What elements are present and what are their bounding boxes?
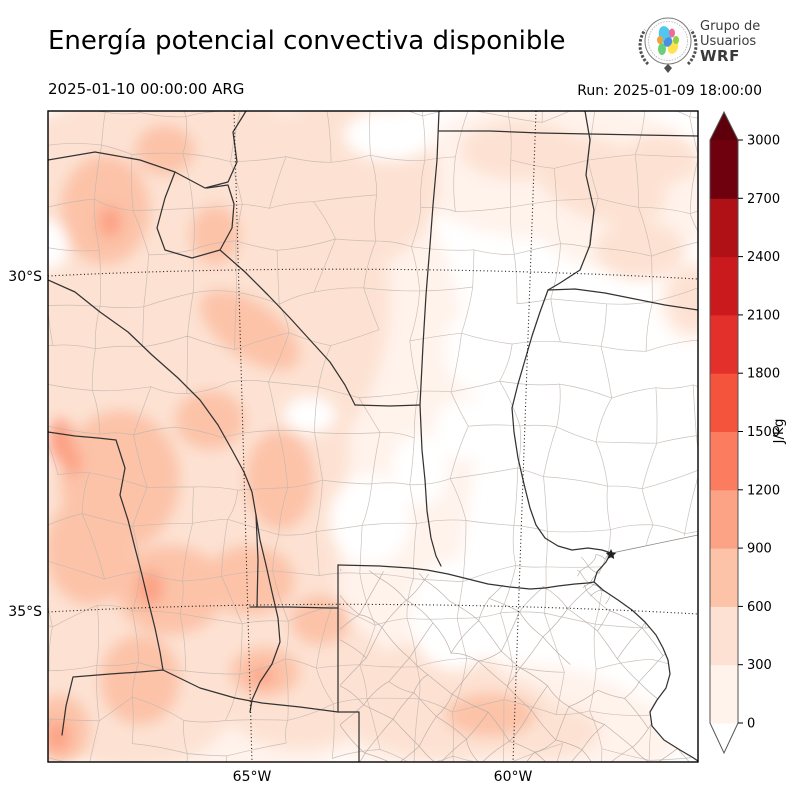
colorbar-tick-label: 300	[747, 658, 772, 673]
wrf-logo: Grupo de Usuarios WRF	[638, 8, 798, 80]
colorbar-tick-label: 2400	[747, 250, 780, 265]
colorbar-tick-label: 1500	[747, 425, 780, 440]
colorbar-tick-label: 2700	[747, 192, 780, 207]
colorbar-tick-label: 900	[747, 542, 772, 557]
lat-tick-label: 30°S	[8, 269, 42, 285]
logo-line-1: Grupo de	[700, 19, 761, 34]
rio-de-la-plata	[594, 533, 698, 760]
colorbar-tick-label: 600	[747, 600, 772, 615]
run-time-label: Run: 2025-01-09 18:00:00	[577, 83, 762, 99]
logo-line-3: WRF	[700, 47, 740, 65]
colorbar-unit-label: J/kg	[771, 419, 787, 445]
lat-tick-label: 35°S	[8, 604, 42, 620]
department-boundaries	[48, 111, 698, 762]
colorbar-tick-label: 1800	[747, 367, 780, 382]
lon-tick-label: 60°W	[494, 769, 533, 785]
page-title: Energía potencial convectiva disponible	[48, 26, 566, 56]
province-boundaries	[48, 111, 698, 762]
valid-time-label: 2025-01-10 00:00:00 ARG	[48, 80, 245, 98]
colorbar-tick-label: 1200	[747, 483, 780, 498]
wrf-globe-icon	[638, 17, 698, 73]
map-frame	[47, 110, 699, 763]
colorbar: 30002700240021001800150012009006003000J/…	[709, 110, 787, 755]
lon-tick-label: 65°W	[233, 769, 272, 785]
buenos-aires-city-marker	[605, 549, 617, 559]
buenos-aires-departments	[340, 569, 698, 762]
colorbar-tick-label: 3000	[747, 134, 780, 149]
graticule	[48, 111, 698, 762]
colorbar-tick-label: 2100	[747, 308, 780, 323]
colorbar-tick-label: 0	[747, 717, 755, 732]
entre-rios-coastline	[611, 534, 698, 554]
logo-line-2: Usuarios	[700, 34, 757, 49]
